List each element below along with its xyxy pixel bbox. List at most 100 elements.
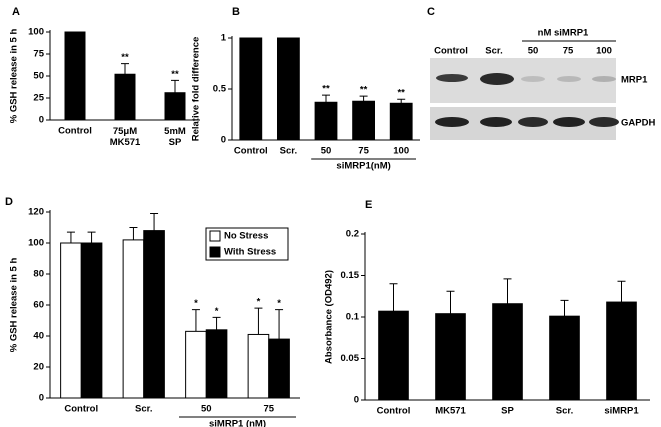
significance: * [194,298,198,309]
x-tick-label: Scr. [135,404,152,415]
legend-label: No Stress [224,231,268,242]
x-tick-label: 50 [201,404,212,415]
panel-label: D [5,196,13,208]
error-bar [560,299,569,317]
y-tick-label: 0 [354,395,359,406]
lane-label: Scr. [485,46,502,57]
y-tick-label: 1 [221,33,227,44]
bar [268,338,290,399]
chart: B Relative fold difference 0 0.5 1 Control Scr… [191,6,420,172]
panel-label: C [427,6,435,18]
bar [314,101,338,141]
error-bar [191,309,200,332]
y-tick-label: 0.1 [346,312,360,323]
chart: A % GSH release in 5 h 0 25 50 75 100 Control 75… [9,6,200,148]
western-blot: C nM siMRP1 Control Scr. 50 75 100 MRP1 … [427,6,655,140]
lane-label: Control [434,46,468,57]
band [557,76,581,82]
error-bar [359,95,368,102]
error-bar [171,79,179,93]
error-bar [212,316,221,330]
error-bar [129,227,138,240]
bar [60,242,82,399]
bar [114,73,136,121]
bar [64,31,86,121]
x-tick-label: Control [377,406,411,417]
error-bar [397,98,406,104]
y-tick-label: 0 [39,393,44,404]
error-bar [503,278,512,304]
bar [185,330,207,399]
panel-label: A [12,6,20,18]
x-tick-label: siMRP1 [604,406,639,417]
bar [389,102,413,141]
x-tick-label: Control [58,126,92,137]
panel-label: B [232,6,240,18]
bar [80,242,103,399]
x-tick-label: Scr. [556,406,573,417]
error-bar [617,280,626,303]
y-tick-label: 50 [33,71,44,82]
significance: * [277,298,281,309]
bar [247,333,270,399]
error-bar [254,307,263,335]
band [480,117,512,127]
x-tick-label: SP [501,406,514,417]
bar [492,303,523,401]
significance: ** [397,88,405,99]
y-tick-label: 75 [33,49,44,60]
error-bar [275,309,284,340]
y-axis-label: Absorbance (OD492) [324,270,335,364]
error-bar [66,231,75,243]
bar [164,92,186,121]
y-tick-label: 0.5 [213,84,227,95]
lane-label: 75 [563,46,574,57]
band [553,117,585,127]
panel-label: E [365,199,372,211]
bar [378,310,409,401]
band-label: GAPDH [621,118,655,129]
y-tick-label: 0.05 [341,353,360,364]
chart: E Absorbance (OD492) 0 0.05 0.1 0.15 0.2 Contro… [324,199,650,417]
error-bar [446,290,455,314]
bar [549,315,580,401]
x-tick-label: Control [64,404,98,415]
x-tick-label: 5mM SP [164,126,186,148]
x-axis-label: siMRP1 (nM) [209,419,266,427]
error-bar [121,63,129,75]
band [480,73,514,85]
y-tick-label: 80 [33,269,44,280]
x-tick-label: Control [234,146,268,157]
y-tick-label: 60 [33,300,44,311]
significance: ** [171,69,179,80]
y-tick-label: 0 [39,115,44,126]
significance: ** [121,52,129,63]
band [592,76,616,82]
y-tick-label: 20 [33,362,44,373]
x-tick-label: Scr. [280,146,297,157]
x-tick-label: 100 [393,146,409,157]
bar [205,329,228,399]
error-bar [322,94,330,103]
y-tick-label: 0.15 [341,270,360,281]
x-tick-label: 75 [263,404,274,415]
error-bar [150,213,159,231]
significance: ** [360,85,368,96]
bar [122,239,145,399]
band-label: MRP1 [621,75,648,86]
legend-swatch [209,230,221,242]
y-tick-label: 0 [221,135,226,146]
x-tick-label: 50 [321,146,332,157]
bar [352,100,376,141]
band [521,76,545,82]
chart: D % GSH release in 5 h 0 20 40 60 80 100 120 Cont… [5,196,300,427]
y-tick-label: 40 [33,331,44,342]
error-bar [87,231,96,243]
x-tick-label: MK571 [435,406,466,417]
bar [606,301,637,401]
bar [435,313,466,401]
blot-group-label: nM siMRP1 [538,28,589,39]
y-axis-label: % GSH release in 5 h [9,258,20,353]
y-axis-label: % GSH release in 5 h [9,29,20,124]
